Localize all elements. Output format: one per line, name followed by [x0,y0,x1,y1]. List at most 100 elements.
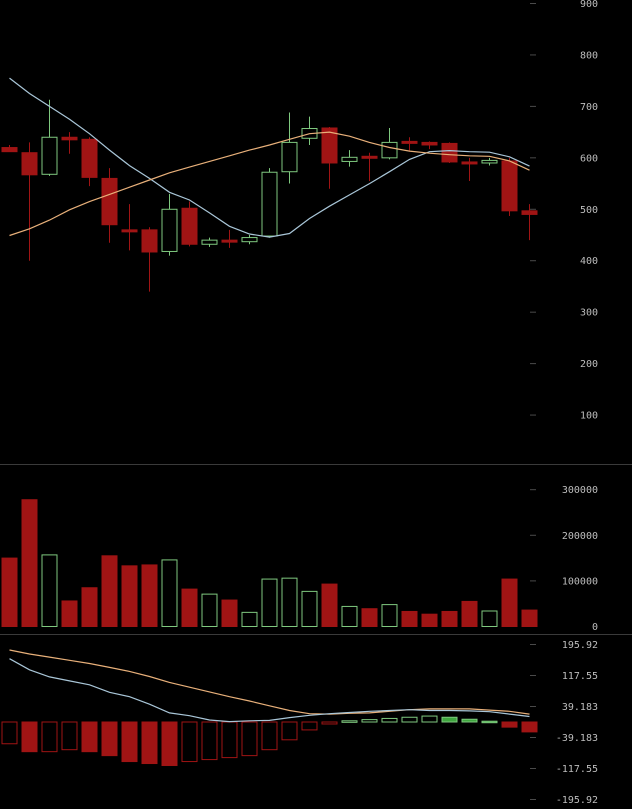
volume-bar [441,610,458,628]
macd-histogram-bar [361,719,378,723]
volume-bar [201,593,218,627]
volume-axis-tick-label: 200000 [562,531,598,542]
candle-body [481,159,498,164]
candle-body [381,141,398,159]
volume-bar [181,588,198,627]
volume-bar [101,555,118,627]
candle-body [161,208,178,252]
macd-histogram-bar [461,718,478,723]
candle-body [461,161,478,165]
macd-histogram-bar [441,716,458,723]
volume-bar [121,565,138,627]
macd-histogram-bar [521,721,538,733]
volume-axis-tick-label: 100000 [562,576,598,587]
macd-histogram-bar [421,715,438,723]
candle-body [61,136,78,141]
macd-histogram-bar [321,721,338,725]
macd-histogram-bar [281,721,298,741]
price-axis-tick-label: 800 [580,50,598,61]
volume-panel: 300000 200000 100000 0 [1,485,598,633]
macd-histogram-bar [401,716,418,723]
volume-bar [161,559,178,628]
candle-body [341,156,358,162]
macd-histogram-bar [1,721,18,745]
candle-body [281,141,298,173]
macd-histogram-bar [201,721,218,761]
volume-axis-tick-label: 0 [592,622,598,633]
macd-histogram-bar [81,721,98,753]
macd-axis-tick-label: -117.55 [556,764,598,775]
macd-histogram-bar [261,721,278,751]
candle-body [21,152,38,176]
macd-axis-tick-label: -195.92 [556,795,598,806]
moving-average-fast-line [9,77,530,238]
volume-bar [421,613,438,627]
macd-histogram-bar [481,720,498,724]
macd-histogram-bar [161,721,178,767]
volume-bar [41,554,58,628]
volume-bar [21,499,38,627]
macd-histogram-bar [181,721,198,763]
price-axis-tick-label: 200 [580,359,598,370]
candle-body [101,177,118,226]
macd-axis-tick-label: 195.92 [562,640,598,651]
volume-bar [341,605,358,628]
macd-panel: 195.92 117.55 39.183 -39.183 -117.55 -195.92 [1,640,598,806]
volume-bar [481,610,498,628]
candle-body [201,239,218,245]
candle-body [241,237,258,243]
macd-histogram-bar [21,721,38,753]
candle-body [441,142,458,163]
macd-histogram-bar [121,721,138,763]
volume-bar [221,599,238,627]
candle-body [41,136,58,175]
price-axis-tick-label: 100 [580,411,598,422]
macd-histogram-bar [41,721,58,753]
volume-bar [521,609,538,628]
macd-histogram-bar [141,721,158,765]
volume-bar [321,583,338,627]
macd-histogram-bar [301,721,318,731]
price-axis-tick-label: 700 [580,102,598,113]
volume-bar [361,608,378,627]
volume-bar [1,557,18,627]
candle-body [181,207,198,245]
price-axis-tick-label: 500 [580,205,598,216]
candle-body [361,155,378,159]
volume-axis-tick-label: 300000 [562,485,598,496]
price-axis-tick-label: 900 [580,0,598,10]
volume-bar [401,610,418,628]
price-panel: 900 800 700 600 500 400 300 200 100 [1,0,598,422]
macd-histogram-bar [501,721,518,728]
candle-body [521,210,538,215]
candle-body [421,141,438,146]
macd-histogram-bar [221,721,238,759]
macd-axis-tick-label: 117.55 [562,671,598,682]
macd-axis-tick-label: 39.183 [562,702,598,713]
candle-body [1,147,18,153]
candle-body [501,160,518,212]
volume-bar [61,600,78,628]
candle-body [81,138,98,178]
volume-bar [241,611,258,627]
macd-histogram-bar [241,721,258,757]
volume-bar [301,590,318,628]
candle-body [221,239,238,243]
macd-histogram-bar [61,721,78,751]
candle-body [121,229,138,233]
volume-bar [281,577,298,628]
volume-bar [501,578,518,628]
candle-body [401,140,418,144]
candle-body [141,229,158,253]
volume-bar [461,600,478,628]
price-axis-tick-label: 400 [580,256,598,267]
volume-bar [261,578,278,628]
macd-signal-line [9,649,530,715]
moving-average-slow-line [9,131,530,237]
volume-bar [81,587,98,628]
macd-histogram-bar [101,721,118,757]
price-axis-tick-label: 300 [580,308,598,319]
price-axis-tick-label: 600 [580,153,598,164]
volume-bar [141,564,158,628]
